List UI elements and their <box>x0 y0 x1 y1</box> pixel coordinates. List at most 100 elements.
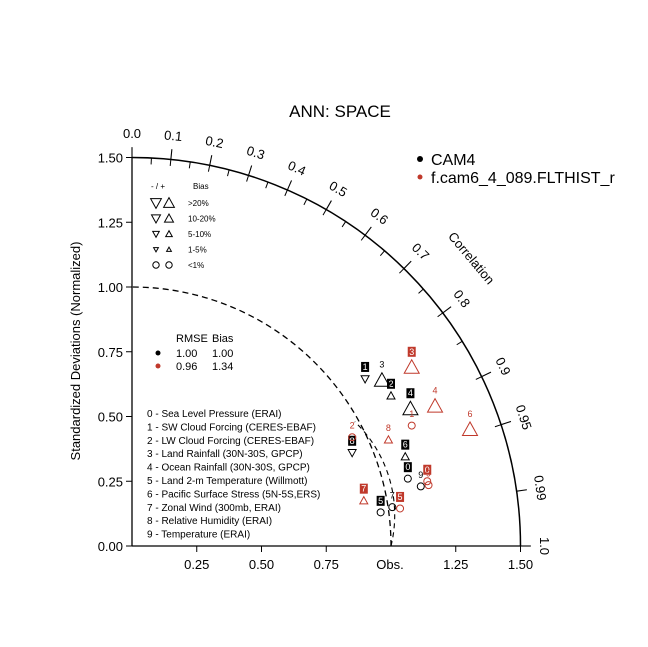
y-tick-label: 1.25 <box>98 215 123 230</box>
y-tick-label: 1.50 <box>98 151 123 166</box>
x-tick-label: 1.25 <box>443 557 468 572</box>
correlation-minor-tick <box>494 424 502 428</box>
stats-rmse-header: RMSE <box>176 333 208 345</box>
point-marker-1-3 <box>403 358 421 374</box>
point-marker-0-8 <box>347 449 357 458</box>
stats-bias-header: Bias <box>212 333 234 345</box>
rmse-circle <box>354 421 396 547</box>
stats-rmse-value: 0.96 <box>176 361 197 373</box>
obs-label: Obs. <box>376 557 403 572</box>
correlation-tick-label: 0.99 <box>531 474 549 501</box>
correlation-minor-tick <box>284 189 288 197</box>
correlation-tick <box>403 260 412 269</box>
stats-row-dot <box>155 363 161 369</box>
correlation-minor-tick <box>169 159 172 166</box>
bias-legend-marker-plus <box>164 229 174 238</box>
point-marker-0-0 <box>403 474 412 483</box>
bias-legend-label: 10-20% <box>188 215 216 224</box>
point-label-box-1-0 <box>423 464 432 475</box>
point-label: 1 <box>409 409 414 419</box>
point-label: 5 <box>378 496 383 506</box>
point-label-box-0-1 <box>361 361 370 372</box>
point-marker-0-3 <box>373 371 391 387</box>
bias-legend-marker-plus <box>163 212 175 223</box>
point-marker-1-6 <box>461 420 479 436</box>
correlation-tick-label: 0.9 <box>492 355 513 378</box>
correlation-tick <box>248 165 253 176</box>
correlation-minor-tick <box>246 175 250 182</box>
correlation-label: Correlation <box>445 229 497 287</box>
y-tick-label: 0.50 <box>98 410 123 425</box>
variable-list-item: 8 - Relative Humidity (ERAI) <box>147 516 272 527</box>
point-label: 0 <box>405 462 410 472</box>
point-marker-1-7 <box>358 495 369 505</box>
correlation-minor-tick <box>360 234 366 241</box>
correlation-tick <box>325 200 332 210</box>
point-label-box-1-5 <box>396 491 405 502</box>
y-tick-label: 0.00 <box>98 539 123 554</box>
point-label-box-0-5 <box>376 495 385 506</box>
bias-legend-label: <1% <box>188 261 204 270</box>
bias-legend-marker-plus <box>165 261 173 269</box>
correlation-tick <box>481 371 492 378</box>
point-label: 2 <box>388 379 393 389</box>
correlation-minor-tick <box>341 221 347 228</box>
point-label: 4 <box>408 388 413 398</box>
point-marker-1-5 <box>396 504 405 513</box>
bias-legend-marker-plus <box>165 246 173 252</box>
stats-bias-value: 1.34 <box>212 361 233 373</box>
correlation-tick-label: 0.0 <box>123 126 141 141</box>
correlation-tick-label: 0.8 <box>450 287 473 310</box>
point-marker-0-5 <box>376 508 385 517</box>
point-marker-1-1 <box>407 421 416 430</box>
correlation-tick <box>286 180 293 191</box>
stats-rmse-value: 1.00 <box>176 348 197 360</box>
correlation-tick-label: 0.3 <box>245 143 267 163</box>
correlation-minor-tick <box>379 250 385 257</box>
bias-legend: - / + Bias >20% 10-20% 5-10% 1-5% <1% <box>149 182 216 270</box>
x-tick-label: 0.25 <box>184 557 209 572</box>
correlation-tick-label: 0.7 <box>409 240 432 263</box>
variable-list-item: 2 - LW Cloud Forcing (CERES-EBAF) <box>147 436 314 447</box>
point-marker-0-9 <box>416 482 425 491</box>
point-label: 2 <box>350 421 355 431</box>
x-tick-label: 0.50 <box>249 557 274 572</box>
point-label: 6 <box>403 440 408 450</box>
correlation-minor-tick <box>265 181 269 189</box>
point-label: 9 <box>418 470 423 480</box>
variable-list-item: 4 - Ocean Rainfall (30N-30S, GPCP) <box>147 463 310 474</box>
correlation-minor-tick <box>188 161 191 169</box>
bias-legend-marker-minus <box>150 214 162 225</box>
correlation-minor-tick <box>399 268 405 274</box>
point-label: 6 <box>467 409 472 419</box>
correlation-tick <box>209 155 213 166</box>
point-label: 5 <box>398 492 403 502</box>
variable-list-item: 7 - Zonal Wind (300mb, ERAI) <box>147 503 281 514</box>
point-marker-0-6 <box>400 451 411 461</box>
legend-entry: f.cam6_4_089.FLTHIST_r <box>431 170 615 187</box>
correlation-tick-label: 0.95 <box>513 403 535 432</box>
correlation-tick <box>442 306 452 314</box>
x-tick-label: 0.75 <box>314 557 339 572</box>
correlation-tick <box>364 226 372 236</box>
correlation-tick-label: 0.1 <box>163 127 182 144</box>
legend-dot <box>417 156 423 162</box>
correlation-tick-label: 0.2 <box>204 133 225 151</box>
correlation-tick-label: 0.6 <box>368 205 391 228</box>
point-label: 4 <box>433 386 438 396</box>
correlation-tick-label: 1.0 <box>537 537 552 555</box>
point-label: 7 <box>361 484 366 494</box>
stats-row-dot <box>155 350 161 356</box>
point-label-box-0-4 <box>406 388 415 399</box>
point-label-box-0-6 <box>401 439 410 450</box>
variable-list-item: 3 - Land Rainfall (30N-30S, GPCP) <box>147 449 303 460</box>
bias-legend-marker-minus <box>151 230 161 239</box>
plot-axes: 0.000.250.500.751.001.251.500.25 0.50 0.75… <box>98 126 552 572</box>
bias-legend-sign-header: - / + <box>151 182 165 191</box>
point-marker-1-9 <box>424 481 433 490</box>
point-label-box-1-7 <box>359 483 368 494</box>
correlation-tick <box>170 149 173 160</box>
